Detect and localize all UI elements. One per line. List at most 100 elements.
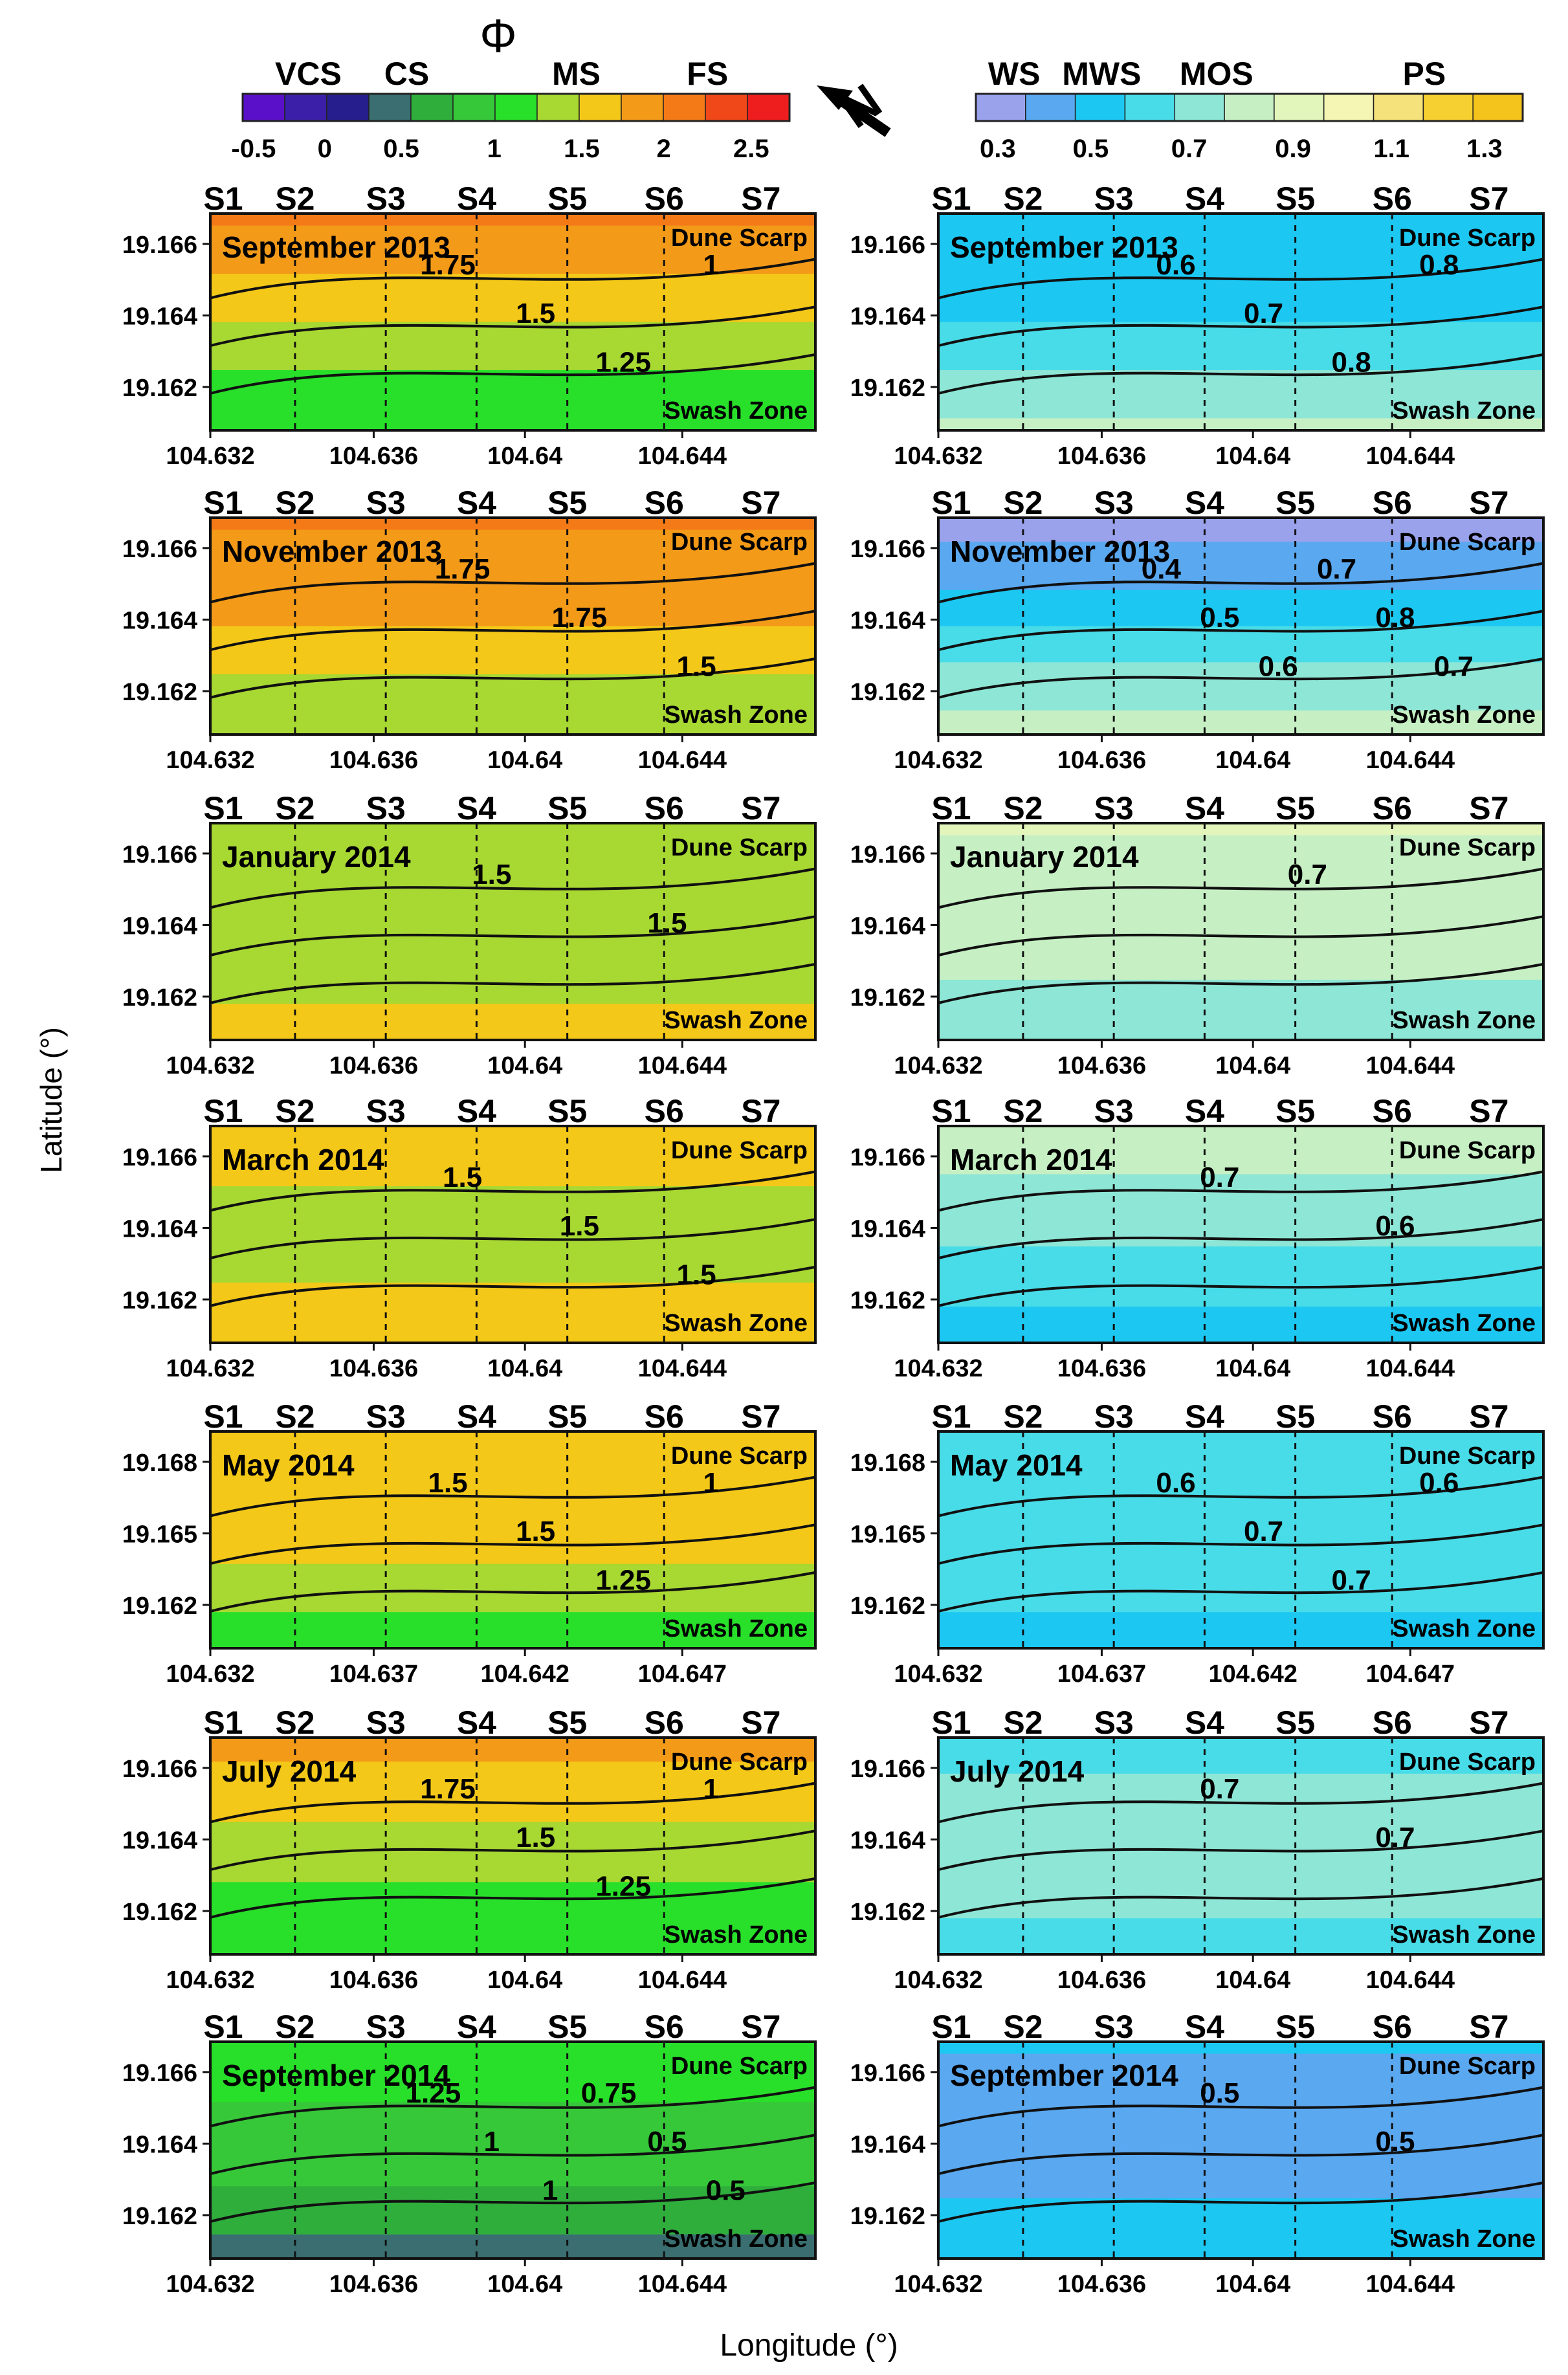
station-label: S6 [1373,1093,1412,1129]
panel-title: November 2013 [222,535,442,568]
phi-legend-tick: 0 [318,135,332,163]
y-tick-label: 19.164 [850,1215,925,1243]
sorting-legend-swatch [1224,93,1275,122]
panel-title: May 2014 [222,1448,355,1482]
station-label: S4 [457,790,496,826]
field-band [210,991,815,1005]
station-label: S5 [1275,790,1315,826]
x-tick-label: 104.632 [166,1355,254,1382]
contour-line [938,2134,1544,2176]
y-tick-label: 19.162 [850,1899,925,1926]
field-band [938,1246,1543,1259]
phi-legend-swatch [494,93,538,122]
x-tick-label: 104.636 [329,747,418,774]
field-band [938,955,1543,969]
field-band [938,686,1543,700]
station-label: S2 [275,790,315,826]
x-tick-label: 104.632 [894,2271,982,2298]
field-band [938,382,1543,395]
field-band [210,907,815,920]
dune-scarp-label: Dune Scarp [671,529,808,556]
contour-label: 0.7 [1375,1822,1415,1853]
y-tick-label: 19.164 [850,2131,925,2158]
station-label: S5 [547,790,587,826]
x-tick-label: 104.632 [166,1967,254,1994]
x-tick-label: 104.644 [638,1355,727,1382]
y-tick-label: 19.164 [122,607,197,634]
dune-scarp-label: Dune Scarp [671,225,808,252]
x-tick-label: 104.64 [1215,1355,1290,1382]
station-label: S2 [275,181,315,217]
field-band [210,1294,815,1308]
field-band [938,2210,1543,2224]
north-arrow-icon: N [817,74,891,139]
station-label: S5 [547,2009,587,2045]
field-band [938,991,1543,1005]
x-tick-label: 104.647 [1366,1661,1455,1688]
contour-line [210,258,816,300]
station-label: S4 [1185,790,1224,826]
field-band [210,2162,815,2175]
panel-frame [937,2040,1545,2260]
field-band [210,1258,815,1272]
station-label: S6 [645,1093,684,1129]
contour-label: 1.25 [406,2077,461,2109]
sorting-legend-category: MWS [1062,56,1141,92]
x-tick-label: 104.644 [1366,443,1455,470]
sorting-legend-swatch [1074,93,1126,122]
phi-legend-swatch [536,93,580,122]
station-label: S7 [1469,181,1508,217]
panel-frame [937,212,1545,432]
y-tick-label: 19.166 [850,1144,925,1171]
field-band [938,334,1543,347]
y-tick-label: 19.164 [122,303,197,330]
station-label: S3 [366,1398,406,1435]
field-band [210,1600,815,1613]
y-tick-label: 19.164 [850,303,925,330]
phi-legend-swatch [747,93,790,122]
x-tick-label: 104.644 [638,1052,727,1079]
station-label: S1 [931,790,971,826]
station-label: S1 [203,1093,243,1129]
x-tick-label: 104.632 [166,443,254,470]
station-label: S5 [1275,181,1315,217]
y-tick-label: 19.164 [850,1827,925,1854]
station-label: S2 [1003,181,1043,217]
station-label: S1 [203,181,243,217]
contour-label: 1 [703,1467,718,1499]
station-label: S3 [1094,2009,1134,2045]
station-label: S6 [645,2009,684,2045]
y-tick-label: 19.166 [122,232,197,259]
field-band [210,955,815,969]
contour-line [210,2086,816,2128]
contour-label: 1.25 [595,347,651,379]
x-tick-label: 104.64 [1215,1967,1290,1994]
station-label: S1 [203,2009,243,2045]
phi-legend-tick: 2 [657,135,671,163]
station-label: S5 [547,1398,587,1435]
x-tick-label: 104.64 [487,2271,562,2298]
contour-label: 1.5 [443,1162,482,1193]
station-label: S4 [1185,485,1224,521]
sorting-legend-category: MOS [1180,56,1253,92]
field-band [210,1846,815,1859]
x-tick-label: 104.636 [1057,2271,1146,2298]
x-tick-label: 104.64 [487,1052,562,1079]
contour-label: 0.8 [1332,347,1371,379]
contour-line [938,657,1544,699]
contour-panel: S1 S2 S3 S4 S5 S6 S7 May 2014 Dune Scarp Swash Zo… [850,1398,1545,1688]
contour-line [210,610,816,652]
contour-line [210,353,816,395]
field-band [210,370,815,383]
contour-panel: S1 S2 S3 S4 S5 S6 S7 January 2014 Dune Scarp Swas… [122,790,817,1079]
y-tick-label: 19.162 [122,679,197,706]
panel-title: January 2014 [950,840,1139,874]
contour-line [210,1782,816,1824]
y-tick-label: 19.164 [122,1827,197,1854]
station-label: S7 [741,2009,780,2045]
y-tick-label: 19.162 [122,1899,197,1926]
contour-line [938,353,1544,395]
station-label: S7 [1469,1093,1508,1129]
x-tick-label: 104.644 [1366,2271,1455,2298]
contour-line [938,1782,1544,1824]
